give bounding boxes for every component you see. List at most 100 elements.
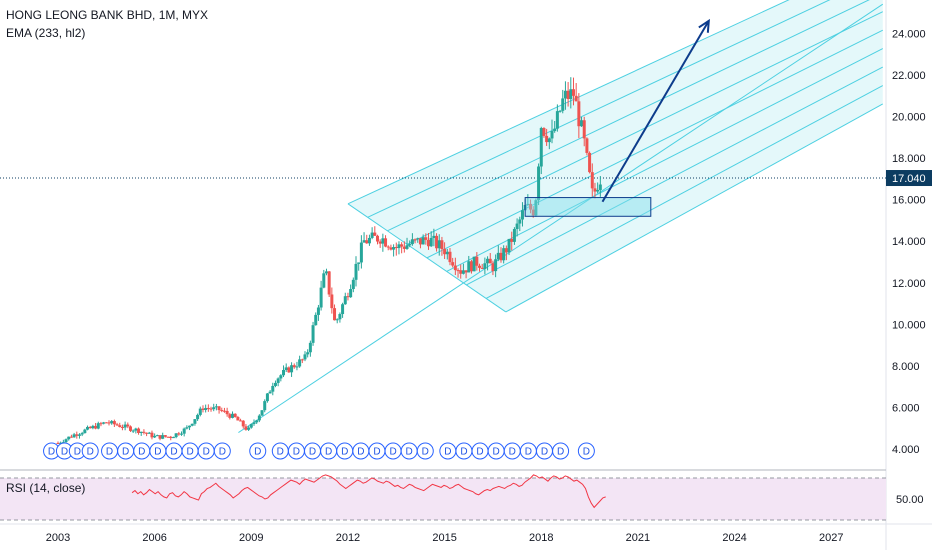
dividend-marker[interactable]: D [165, 442, 183, 460]
dividend-marker[interactable]: D [416, 442, 434, 460]
candle-body [491, 263, 495, 272]
candle-body [225, 410, 229, 415]
dividend-label: D [493, 447, 500, 458]
candle-body [198, 408, 202, 415]
dividend-circle [416, 442, 434, 460]
dividend-marker[interactable]: D [535, 442, 553, 460]
dividend-marker[interactable]: D [287, 442, 305, 460]
candle-body [346, 296, 350, 298]
support-zone-box[interactable] [524, 197, 652, 217]
candle-body [488, 258, 492, 264]
candle-body [128, 426, 132, 431]
dividend-label: D [373, 447, 380, 458]
candle-body [496, 252, 500, 260]
candle-body [537, 166, 541, 201]
dividend-marker[interactable]: D [213, 442, 231, 460]
candle-body [120, 427, 124, 429]
projection-arrow[interactable] [601, 20, 710, 203]
candle-body [464, 270, 468, 273]
dividend-marker[interactable]: D [149, 442, 167, 460]
dividend-marker[interactable]: D [43, 442, 61, 460]
dividend-marker[interactable]: D [439, 442, 457, 460]
candle-body [553, 128, 557, 132]
y-tick-label: 22.000 [892, 70, 926, 82]
candle-body [526, 203, 530, 205]
candle-body [502, 248, 506, 261]
ema-indicator-label[interactable]: EMA (233, hl2) [6, 26, 86, 40]
dividend-marker[interactable]: D [81, 442, 99, 460]
channel-line [466, 66, 884, 286]
channel-fill [347, 0, 883, 312]
candle-body [512, 229, 516, 242]
rsi-indicator-label[interactable]: RSI (14, close) [6, 481, 86, 495]
dividend-label: D [325, 447, 332, 458]
dividend-marker[interactable]: D [384, 442, 402, 460]
dividend-label: D [389, 447, 396, 458]
candle-body [590, 172, 594, 189]
candle-body [171, 437, 175, 439]
candle-body [445, 251, 449, 255]
dividend-marker[interactable]: D [133, 442, 151, 460]
dividend-marker[interactable]: D [352, 442, 370, 460]
candle-body [598, 184, 602, 190]
trend-line[interactable] [238, 3, 884, 433]
dividend-marker[interactable]: D [336, 442, 354, 460]
candle-body [582, 120, 586, 139]
dividend-marker[interactable]: D [249, 442, 267, 460]
dividend-marker[interactable]: D [577, 442, 595, 460]
candle-body [486, 258, 490, 264]
candle-body [580, 120, 584, 127]
candle-body [311, 325, 315, 343]
candle-body [185, 427, 189, 429]
dividend-label: D [476, 447, 483, 458]
candle-body [593, 188, 597, 192]
dividend-marker[interactable]: D [271, 442, 289, 460]
candle-body [179, 433, 183, 435]
dividend-marker[interactable]: D [304, 442, 322, 460]
candle-body [150, 432, 154, 438]
candle-body [459, 270, 463, 274]
candle-body [163, 435, 167, 437]
dividend-marker[interactable]: D [471, 442, 489, 460]
dividend-marker[interactable]: D [101, 442, 119, 460]
candle-body [432, 235, 436, 238]
candle-body [306, 352, 310, 355]
dividend-marker[interactable]: D [368, 442, 386, 460]
candle-body [499, 252, 503, 261]
dividend-marker[interactable]: D [519, 442, 537, 460]
candle-body [545, 135, 549, 143]
dividend-marker[interactable]: D [487, 442, 505, 460]
candle-body [357, 262, 361, 264]
candle-body [327, 271, 331, 295]
candle-body [244, 426, 248, 430]
candle-body [402, 246, 406, 249]
dividend-marker[interactable]: D [117, 442, 135, 460]
x-tick-label: 2027 [819, 532, 843, 544]
candle-body [571, 89, 575, 96]
candle-body [563, 90, 567, 99]
candle-body [182, 428, 186, 434]
candle-body [67, 436, 71, 440]
candle-body [239, 420, 243, 422]
dividend-marker[interactable]: D [197, 442, 215, 460]
symbol-title[interactable]: HONG LEONG BANK BHD, 1M, MYX [6, 8, 209, 22]
pitchfork-channel[interactable] [347, 0, 884, 313]
candle-body [453, 265, 457, 271]
channel-line [426, 29, 884, 259]
dividend-marker[interactable]: D [181, 442, 199, 460]
dividend-marker[interactable]: D [455, 442, 473, 460]
dividend-marker[interactable]: D [400, 442, 418, 460]
last-price-tag[interactable] [886, 170, 932, 187]
dividend-marker[interactable]: D [503, 442, 521, 460]
candle-body [529, 203, 533, 210]
rsi-line[interactable] [131, 474, 606, 509]
dividend-marker[interactable]: D [552, 442, 570, 460]
projection-arrowhead [698, 18, 710, 33]
dividend-label: D [254, 447, 261, 458]
dividend-label: D [48, 447, 55, 458]
candle-body [416, 238, 420, 240]
x-tick-label: 2003 [46, 532, 70, 544]
dividend-marker[interactable]: D [320, 442, 338, 460]
